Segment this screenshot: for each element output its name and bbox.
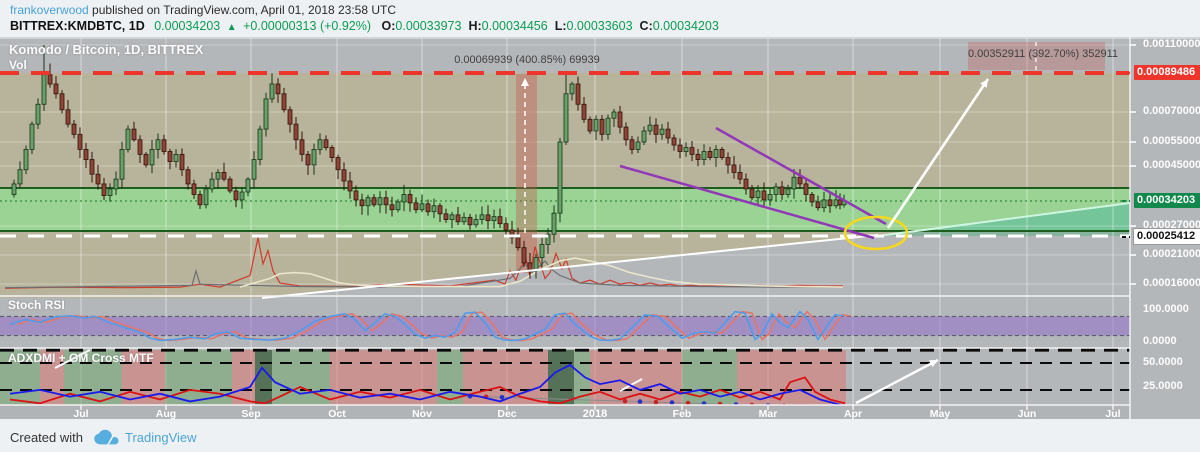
price-badge: 0.00034203	[1134, 193, 1200, 208]
axis-price-tick: 0.00055000	[1143, 135, 1200, 147]
symbol-label: BITTREX:KMDBTC, 1D	[10, 19, 145, 33]
ohlc-values: O:0.00033973 H:0.00034456 L:0.00033603 C:0.…	[375, 19, 719, 33]
tradingview-link[interactable]: TradingView	[124, 429, 197, 445]
ohlc-label: L:	[554, 19, 567, 33]
chart-canvas[interactable]: Komodo / Bitcoin, 1D, BITTREX Vol Stoch …	[0, 37, 1200, 420]
axis-price-tick: 0.00045000	[1143, 159, 1200, 171]
ohlc-value: 0.00033973	[395, 19, 462, 33]
axis-price-tick: 100.0000	[1143, 303, 1189, 315]
time-axis-month: Jun	[1017, 408, 1037, 420]
time-axis-month: Sep	[241, 408, 261, 420]
price-change: +0.00000313 (+0.92%)	[243, 19, 372, 33]
time-axis-month: Mar	[758, 408, 778, 420]
time-axis-month: Jul	[73, 408, 89, 420]
axis-price-tick: 50.0000	[1143, 356, 1183, 368]
time-axis-month: Dec	[497, 408, 517, 420]
byline-text: published on TradingView.com, April 01, …	[88, 3, 397, 17]
axis-price-tick: 0.00070000	[1143, 105, 1200, 117]
target-annotation: 0.00352911 (392.70%) 352911	[968, 48, 1119, 60]
dec-high-annotation: 0.00069939 (400.85%) 69939	[454, 54, 600, 66]
axis-price-tick: 0.0000	[1143, 335, 1177, 347]
chart-footer: Created with TradingView	[0, 419, 1200, 452]
ohlc-value: 0.00033603	[566, 19, 633, 33]
price-badge: 0.00025412	[1134, 229, 1200, 244]
volume-indicator-label: Vol	[9, 58, 27, 72]
time-axis-month: Nov	[412, 408, 432, 420]
pane-title: Komodo / Bitcoin, 1D, BITTREX	[9, 42, 204, 57]
axis-price-tick: 25.0000	[1143, 380, 1183, 392]
chart-header: frankoverwood published on TradingView.c…	[0, 0, 1200, 37]
ohlc-value: 0.00034456	[481, 19, 548, 33]
symbol-ohlc-row: BITTREX:KMDBTC, 1D 0.00034203 ▲ +0.00000…	[10, 19, 719, 33]
time-axis-month: Aug	[155, 408, 177, 420]
ohlc-value: 0.00034203	[652, 19, 719, 33]
axis-price-tick: 0.00110000	[1143, 38, 1200, 50]
time-axis-month: Jul	[1105, 408, 1121, 420]
axis-price-tick: 0.00027000	[1143, 219, 1200, 231]
axis-price-tick: 0.00016000	[1143, 277, 1200, 289]
adx-indicator-label: ADXDMI + GM Cross MTF	[8, 351, 154, 365]
time-axis-month: Apr	[843, 408, 863, 420]
chart-plot-svg[interactable]	[0, 37, 1200, 419]
last-price: 0.00034203	[154, 19, 221, 33]
ohlc-label: H:	[468, 19, 482, 33]
ohlc-label: C:	[639, 19, 653, 33]
ohlc-label: O:	[381, 19, 396, 33]
stoch-rsi-label: Stoch RSI	[8, 298, 65, 312]
time-axis-month: Feb	[672, 408, 692, 420]
author-link[interactable]: frankoverwood	[10, 3, 89, 17]
axis-price-tick: 0.00021000	[1143, 248, 1200, 260]
time-axis-month: 2018	[582, 408, 608, 420]
created-with-label: Created with	[10, 429, 83, 445]
up-arrow-icon: ▲	[226, 22, 237, 33]
byline: frankoverwood published on TradingView.c…	[10, 3, 396, 17]
time-axis-month: May	[929, 408, 951, 420]
tradingview-logo-icon	[94, 429, 119, 444]
time-axis-month: Oct	[328, 408, 346, 420]
price-badge: 0.00089486	[1134, 65, 1200, 80]
